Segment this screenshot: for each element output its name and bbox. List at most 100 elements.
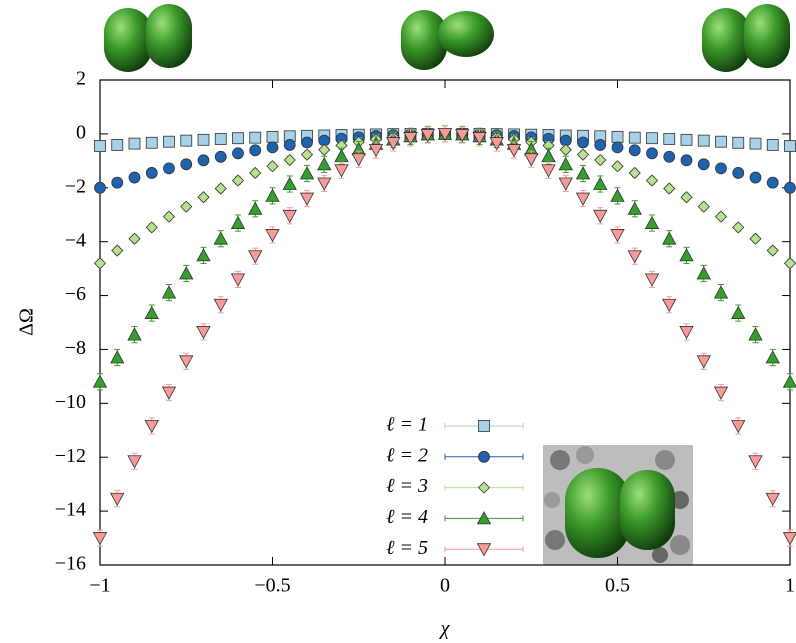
marker	[299, 166, 315, 180]
marker	[713, 285, 729, 299]
y-axis-label: ΔΩ	[16, 308, 38, 336]
marker	[645, 174, 659, 187]
marker	[765, 350, 780, 364]
marker	[179, 355, 194, 369]
legend-label: ℓ = 2	[386, 444, 428, 466]
x-tick-label: −1	[89, 575, 110, 597]
marker	[282, 209, 297, 224]
marker	[386, 137, 401, 151]
marker	[610, 188, 625, 202]
marker	[680, 133, 693, 146]
marker	[163, 135, 175, 148]
marker	[663, 133, 676, 145]
marker	[644, 273, 660, 287]
marker	[420, 129, 435, 143]
marker	[541, 148, 556, 163]
marker	[577, 136, 589, 149]
marker	[732, 136, 745, 149]
marker	[715, 162, 727, 175]
marker	[111, 244, 124, 257]
marker	[249, 166, 262, 180]
marker	[403, 132, 418, 146]
marker	[92, 532, 108, 546]
marker	[715, 135, 727, 148]
legend-marker	[476, 511, 492, 525]
marker	[644, 215, 660, 229]
marker	[110, 492, 125, 507]
marker	[680, 154, 693, 167]
marker	[94, 181, 106, 194]
marker	[713, 386, 729, 400]
marker	[94, 140, 106, 152]
marker	[506, 144, 522, 158]
marker	[646, 132, 658, 145]
marker	[594, 153, 607, 167]
marker	[162, 210, 176, 223]
marker	[732, 167, 745, 179]
marker	[180, 158, 193, 171]
marker	[249, 144, 262, 157]
marker	[680, 191, 693, 204]
marker	[558, 177, 573, 191]
marker	[679, 248, 694, 262]
marker	[697, 200, 710, 213]
marker	[110, 350, 125, 364]
marker	[248, 250, 263, 264]
marker	[92, 374, 108, 388]
marker	[265, 229, 280, 243]
marker	[594, 139, 607, 151]
molecule-right	[702, 4, 790, 72]
marker	[214, 182, 227, 195]
marker	[593, 209, 608, 224]
marker	[784, 140, 796, 152]
marker	[541, 164, 556, 178]
marker	[197, 133, 210, 146]
marker	[697, 158, 710, 171]
marker	[213, 231, 228, 245]
marker	[627, 250, 642, 264]
marker	[283, 153, 296, 167]
marker	[748, 327, 763, 341]
marker	[317, 177, 332, 191]
marker	[231, 174, 245, 187]
legend-label: ℓ = 3	[386, 475, 428, 497]
y-tick-label: −10	[55, 391, 86, 413]
marker	[351, 153, 366, 167]
marker	[576, 148, 590, 161]
marker	[249, 131, 262, 144]
marker	[455, 129, 470, 143]
marker	[161, 285, 177, 299]
x-tick-label: 1	[785, 575, 795, 597]
marker	[662, 231, 677, 245]
legend-label: ℓ = 1	[386, 414, 428, 436]
marker	[368, 144, 384, 158]
marker	[627, 201, 642, 215]
y-tick-label: −8	[65, 337, 86, 359]
marker	[611, 160, 624, 173]
marker	[334, 164, 349, 178]
marker	[145, 136, 158, 149]
marker	[266, 130, 279, 143]
marker	[128, 137, 141, 150]
marker	[628, 144, 641, 157]
marker	[749, 171, 762, 184]
marker	[180, 134, 193, 147]
marker	[145, 221, 158, 234]
marker	[232, 147, 244, 160]
marker	[299, 192, 315, 206]
marker	[232, 132, 244, 145]
marker	[646, 147, 658, 160]
marker	[765, 492, 780, 507]
marker	[196, 248, 211, 262]
marker	[593, 176, 608, 190]
marker	[334, 148, 349, 163]
marker	[696, 355, 711, 369]
marker	[317, 156, 332, 171]
marker	[128, 171, 141, 184]
x-tick-label: 0.5	[605, 575, 630, 597]
marker	[731, 305, 746, 319]
y-tick-label: −12	[55, 445, 86, 467]
marker	[472, 132, 487, 146]
x-tick-label: 0	[440, 575, 450, 597]
y-tick-label: −6	[65, 283, 86, 305]
